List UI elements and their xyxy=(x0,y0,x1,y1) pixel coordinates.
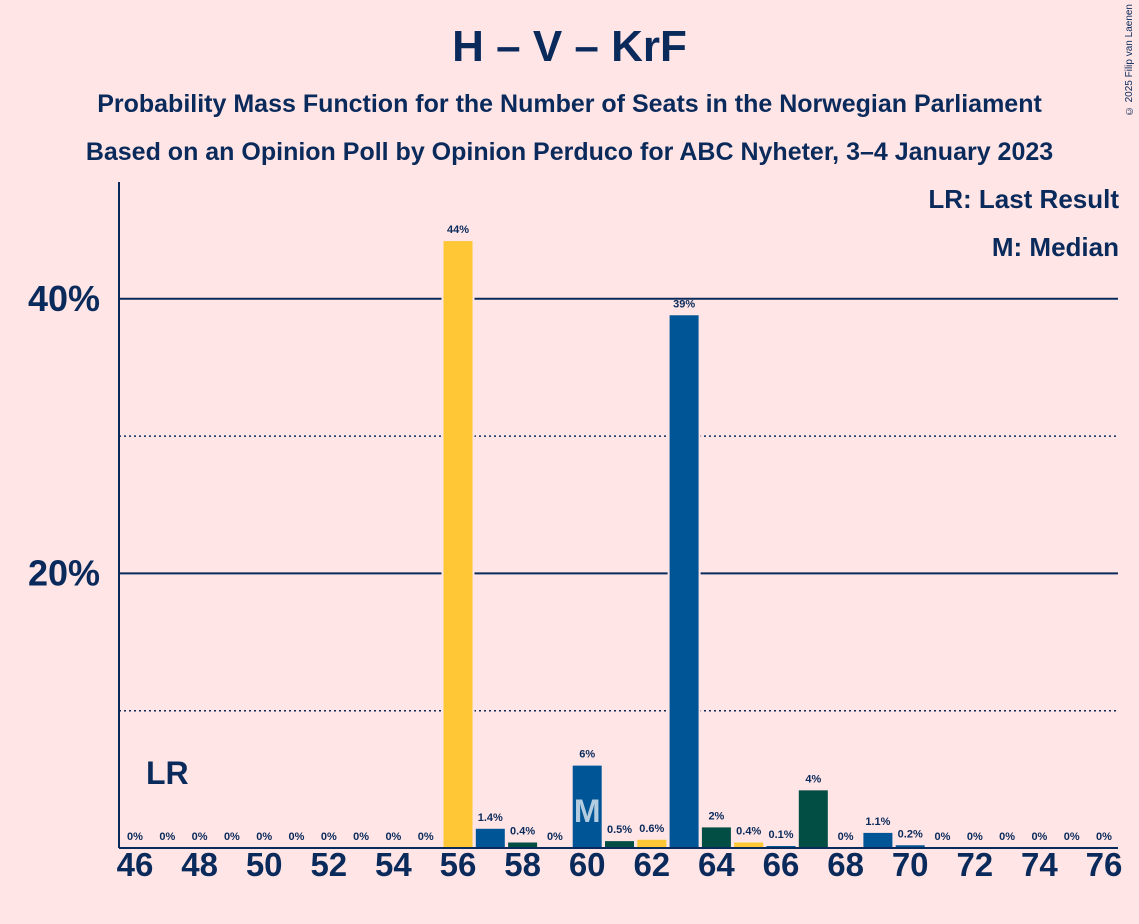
bar-value-label: 0% xyxy=(321,831,337,843)
bar-value-label: 0.4% xyxy=(510,826,535,838)
x-tick-label: 76 xyxy=(1086,846,1123,883)
bar-value-label: 0.2% xyxy=(898,828,923,840)
bar-seat-57 xyxy=(475,828,505,848)
median-marker: M xyxy=(574,793,601,829)
x-tick-label: 62 xyxy=(633,846,670,883)
chart-subtitle-1: Probability Mass Function for the Number… xyxy=(97,90,1042,118)
x-tick-label: 64 xyxy=(698,846,735,883)
x-tick-label: 58 xyxy=(504,846,541,883)
bar-value-label: 0% xyxy=(192,831,208,843)
bar-seat-63 xyxy=(669,315,699,848)
x-tick-label: 48 xyxy=(181,846,218,883)
bar-value-label: 0% xyxy=(935,831,951,843)
x-tick-label: 70 xyxy=(892,846,929,883)
bar-value-label: 0% xyxy=(127,831,143,843)
bar-seat-70 xyxy=(895,845,925,848)
bar-value-label: 2% xyxy=(708,810,724,822)
x-tick-label: 52 xyxy=(310,846,347,883)
last-result-marker: LR xyxy=(146,755,189,791)
bar-value-label: 4% xyxy=(805,773,821,785)
bar-seat-64 xyxy=(701,827,731,848)
legend-median: M: Median xyxy=(991,232,1119,262)
y-tick-label: 40% xyxy=(28,278,100,319)
x-tick-label: 50 xyxy=(246,846,283,883)
bar-value-label: 0% xyxy=(289,831,305,843)
bar-value-label: 0% xyxy=(967,831,983,843)
y-tick-label: 20% xyxy=(28,552,100,593)
x-tick-label: 68 xyxy=(827,846,864,883)
bar-value-label: 6% xyxy=(579,749,595,761)
bar-seat-60 xyxy=(572,765,602,848)
bar-seat-65 xyxy=(734,842,764,848)
x-tick-label: 54 xyxy=(375,846,412,883)
bar-value-label: 0% xyxy=(353,831,369,843)
legend-last-result: LR: Last Result xyxy=(928,184,1119,214)
bar-value-label: 0% xyxy=(1096,831,1112,843)
x-tick-label: 72 xyxy=(956,846,993,883)
x-tick-label: 66 xyxy=(763,846,800,883)
chart-subtitle-2: Based on an Opinion Poll by Opinion Perd… xyxy=(85,138,1054,166)
bar-seat-69 xyxy=(863,832,893,848)
bar-value-label: 0% xyxy=(159,831,175,843)
bar-value-label: 0% xyxy=(838,831,854,843)
bar-seat-58 xyxy=(508,842,538,848)
bar-value-label: 1.1% xyxy=(865,816,890,828)
bar-value-label: 0% xyxy=(547,831,563,843)
bar-value-label: 0% xyxy=(418,831,434,843)
bar-value-label: 0% xyxy=(1031,831,1047,843)
bar-value-label: 0.4% xyxy=(736,826,761,838)
x-tick-label: 60 xyxy=(569,846,606,883)
bar-seat-56 xyxy=(443,241,473,848)
bar-value-label: 0.1% xyxy=(768,829,793,841)
bar-value-label: 0.5% xyxy=(607,824,632,836)
bar-value-label: 1.4% xyxy=(478,812,503,824)
bar-value-label: 0% xyxy=(1064,831,1080,843)
x-tick-label: 56 xyxy=(440,846,477,883)
bar-seat-61 xyxy=(605,841,634,848)
bar-seat-62 xyxy=(637,839,667,848)
bar-value-label: 0.6% xyxy=(639,823,664,835)
bar-value-label: 0% xyxy=(385,831,401,843)
chart-title: H – V – KrF xyxy=(452,22,687,71)
bar-value-label: 0% xyxy=(224,831,240,843)
bar-value-label: 44% xyxy=(447,224,469,236)
bar-seat-67 xyxy=(798,790,828,848)
x-tick-label: 74 xyxy=(1021,846,1058,883)
bar-value-label: 0% xyxy=(999,831,1015,843)
x-tick-label: 46 xyxy=(117,846,154,883)
bar-value-label: 0% xyxy=(256,831,272,843)
bar-value-label: 39% xyxy=(673,298,695,310)
